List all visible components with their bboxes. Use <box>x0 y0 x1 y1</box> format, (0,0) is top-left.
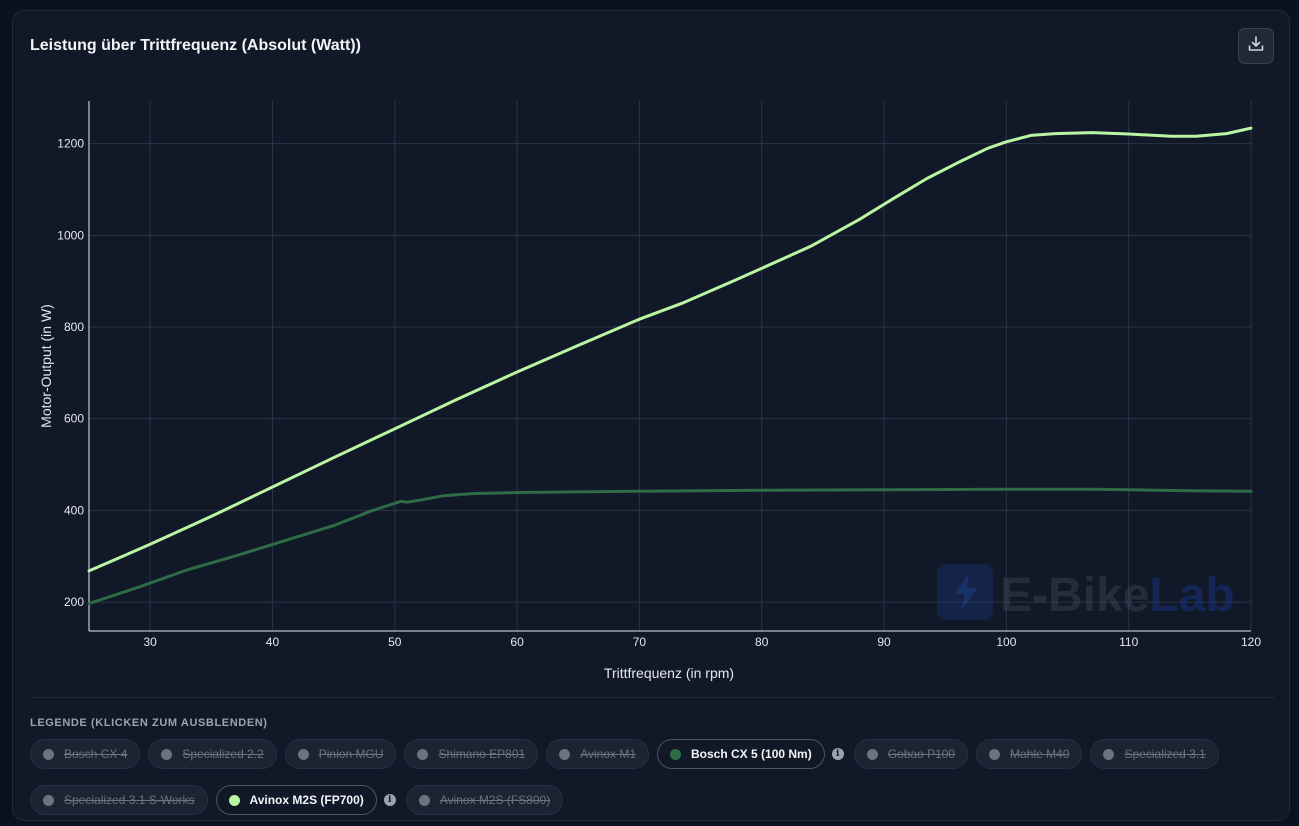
legend-color-dot <box>989 748 1001 760</box>
legend-color-dot <box>1103 748 1115 760</box>
legend-color-dot <box>418 794 430 806</box>
watermark-logo <box>937 564 993 620</box>
x-tick-label: 50 <box>388 635 402 649</box>
info-icon[interactable]: i <box>383 794 396 806</box>
legend-item-label: Avinox M1 <box>580 747 636 761</box>
x-tick-label: 30 <box>143 635 157 649</box>
legend-item[interactable]: Specialized 3.1 S-Works <box>30 785 208 815</box>
series-line-avinox-m2s-fp700 <box>87 126 1253 573</box>
legend-item[interactable]: Avinox M2S (FS800) <box>405 785 564 815</box>
legend-item-label: Pinion MGU <box>318 747 384 761</box>
legend-color-dot <box>297 748 309 760</box>
y-tick-label: 800 <box>64 320 84 334</box>
lightning-bolt-icon <box>955 573 977 611</box>
legend-color-dot <box>161 748 173 760</box>
legend-divider <box>30 697 1275 698</box>
y-tick-label: 1000 <box>57 228 84 242</box>
legend-title: LEGENDE (KLICKEN ZUM AUSBLENDEN) <box>30 717 268 729</box>
y-tick-label: 600 <box>64 412 84 426</box>
legend-item-label: Avinox M2S (FS800) <box>439 793 551 807</box>
legend-color-dot <box>866 748 878 760</box>
x-tick-label: 80 <box>755 635 769 649</box>
x-tick-label: 70 <box>633 635 647 649</box>
svg-text:E-BikeLab: E-BikeLab <box>1000 569 1235 622</box>
legend-item[interactable]: Gobao P100 <box>853 739 969 769</box>
series <box>87 126 1253 605</box>
legend-item-label: Bosch CX 4 <box>64 747 128 761</box>
series-line-bosch-cx-5-100-nm <box>87 487 1253 605</box>
legend-color-dot <box>559 748 571 760</box>
legend-item[interactable]: Mahle M40 <box>976 739 1083 769</box>
chart-card: Leistung über Trittfrequenz (Absolut (Wa… <box>12 10 1290 821</box>
legend-item-label: Specialized 3.1 S-Works <box>64 793 195 807</box>
grid <box>89 101 1252 631</box>
legend-item[interactable]: Avinox M2S (FP700) <box>215 785 377 815</box>
legend-item[interactable]: Bosch CX 4 <box>30 739 141 769</box>
legend-item-label: Specialized 2.2 <box>182 747 264 761</box>
x-tick-label: 90 <box>877 635 891 649</box>
x-tick-label: 40 <box>266 635 280 649</box>
x-axis-title: Trittfrequenz (in rpm) <box>604 665 734 681</box>
legend-item[interactable]: Bosch CX 5 (100 Nm) <box>657 739 825 769</box>
legend-item-label: Bosch CX 5 (100 Nm) <box>691 747 812 761</box>
legend-item[interactable]: Specialized 2.2 <box>148 739 277 769</box>
y-tick-label: 200 <box>64 595 84 609</box>
x-tick-label: 100 <box>996 635 1016 649</box>
y-axis-title: Motor-Output (in W) <box>38 304 54 428</box>
x-tick-label: 110 <box>1119 635 1138 649</box>
download-icon <box>1247 35 1265 58</box>
legend-color-dot <box>228 794 240 806</box>
legend-item[interactable]: Shimano EP801 <box>404 739 539 769</box>
legend-item-label: Mahle M40 <box>1010 747 1070 761</box>
watermark-text-a: E-Bike <box>1000 569 1149 622</box>
legend-color-dot <box>670 748 681 760</box>
x-tick-label: 120 <box>1241 635 1261 649</box>
legend-color-dot <box>43 748 54 760</box>
download-button[interactable] <box>1238 28 1274 64</box>
info-icon[interactable]: i <box>831 748 844 760</box>
legend-item-label: Shimano EP801 <box>438 747 526 761</box>
legend-item-label: Gobao P100 <box>887 747 956 761</box>
legend-item[interactable]: Specialized 3.1 <box>1090 739 1219 769</box>
x-tick-label: 60 <box>510 635 524 649</box>
watermark-text-b: Lab <box>1149 569 1234 622</box>
axes <box>88 101 1251 632</box>
y-tick-label: 400 <box>64 503 84 517</box>
legend-color-dot <box>43 794 54 806</box>
legend-item[interactable]: Avinox M1 <box>546 739 649 769</box>
ticks: 30 40 50 60 70 80 90 100 110 120 200 400 600 800 1000 1… <box>57 137 1261 649</box>
watermark: E-BikeLab <box>937 564 1235 622</box>
legend-item-label: Avinox M2S (FP700) <box>249 793 364 807</box>
y-tick-label: 1200 <box>57 137 84 151</box>
legend-color-dot <box>417 748 429 760</box>
legend: Bosch CX 4 Specialized 2.2 Pinion MGU Shima… <box>30 739 1280 815</box>
legend-item[interactable]: Pinion MGU <box>284 739 397 769</box>
chart-title: Leistung über Trittfrequenz (Absolut (Wa… <box>30 37 361 54</box>
legend-item-label: Specialized 3.1 <box>1124 747 1206 761</box>
